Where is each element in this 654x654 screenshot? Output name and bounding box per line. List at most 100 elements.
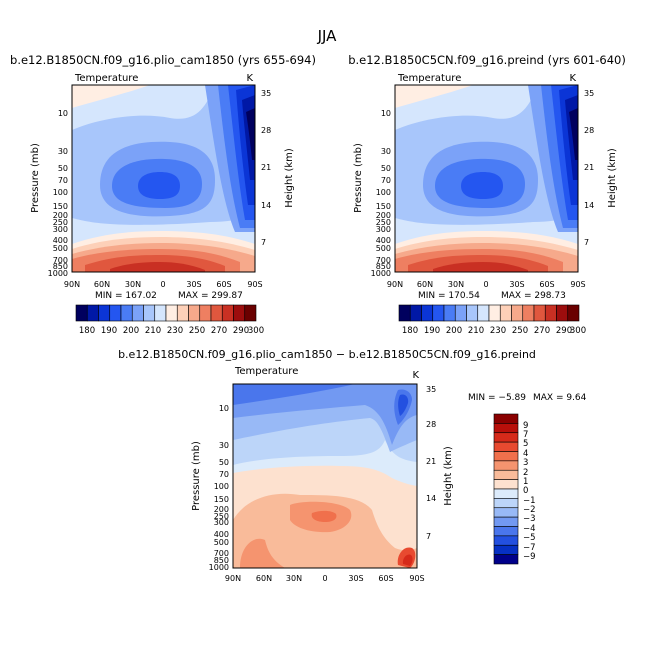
colorbar-cell <box>493 479 519 490</box>
cbar-label-230: 230 <box>490 326 506 336</box>
panel-plio-y2label: Height (km) <box>284 148 295 208</box>
x-tick-90N: 90N <box>64 280 80 289</box>
y-tick-850: 850 <box>53 262 68 271</box>
colorbar-cell <box>488 304 501 322</box>
x-tick-30S: 30S <box>509 280 524 289</box>
y-tick-100: 100 <box>376 188 391 197</box>
height-tick-21: 21 <box>426 457 436 466</box>
panel-plio-title: b.e12.B1850CN.f09_g16.plio_cam1850 (yrs … <box>10 53 316 67</box>
colorbar-cell <box>493 554 519 565</box>
height-tick-35: 35 <box>426 385 436 394</box>
figure-title: JJA <box>317 27 338 45</box>
colorbar-cell <box>477 304 490 322</box>
colorbar-labels: 180 190 200 210 230 250 270 290 300 <box>79 326 264 336</box>
colorbar-cell <box>493 413 519 424</box>
band-minus4 <box>233 384 417 445</box>
height-tick-35: 35 <box>584 89 594 98</box>
panel-preind-x-ticks: 90N 60N 30N 0 30S 60S 90S <box>387 280 586 289</box>
x-tick-60S: 60S <box>539 280 554 289</box>
x-tick-30N: 30N <box>448 280 464 289</box>
cbar-label-270: 270 <box>211 326 227 336</box>
panel-plio-y-ticks: 10 30 50 70 100 150 200 250 300 400 500 … <box>48 109 68 278</box>
colorbar-cell <box>454 304 467 322</box>
y-tick-700: 700 <box>53 256 68 265</box>
y-tick-500: 500 <box>376 244 391 253</box>
y-tick-500: 500 <box>53 244 68 253</box>
cbar-label-minus7: −7 <box>523 543 536 553</box>
panel-plio-max: MAX = 299.87 <box>178 291 243 301</box>
height-tick-14: 14 <box>261 201 271 210</box>
colorbar-cell <box>143 304 156 322</box>
x-tick-90N: 90N <box>387 280 403 289</box>
y-tick-1000: 1000 <box>48 269 68 278</box>
y-tick-70: 70 <box>219 470 229 479</box>
panel-diff-units: K <box>412 370 419 381</box>
y-tick-200: 200 <box>53 211 68 220</box>
panel-plio: b.e12.B1850CN.f09_g16.plio_cam1850 (yrs … <box>10 53 316 336</box>
height-tick-21: 21 <box>261 163 271 172</box>
colorbar-cell <box>421 304 434 322</box>
panel-preind-field <box>395 85 578 272</box>
panel-diff-y2label: Height (km) <box>443 446 454 506</box>
cbar-label-1: 1 <box>523 477 528 487</box>
x-tick-60S: 60S <box>216 280 231 289</box>
colorbar-cell <box>409 304 422 322</box>
band-cold-center <box>461 172 503 199</box>
y-tick-150: 150 <box>53 202 68 211</box>
y-tick-100: 100 <box>53 188 68 197</box>
colorbar-cell <box>493 544 519 555</box>
y-tick-300: 300 <box>376 225 391 234</box>
colorbar-cell <box>556 304 569 322</box>
cbar-label-200: 200 <box>123 326 139 336</box>
y-tick-700: 700 <box>214 549 229 558</box>
cbar-label-5: 5 <box>523 439 528 449</box>
band-north-warm <box>395 85 473 108</box>
panel-diff-frame <box>232 383 418 569</box>
panel-diff-subtitle: Temperature <box>234 366 298 377</box>
height-tick-7: 7 <box>426 532 431 541</box>
colorbar-labels: 180 190 200 210 230 250 270 290 300 <box>402 326 586 336</box>
cbar-label-200: 200 <box>446 326 462 336</box>
colorbar-cell <box>493 469 519 480</box>
band-plus2 <box>240 538 285 568</box>
colorbar-cell <box>567 304 580 322</box>
panel-diff-height-ticks: 35 28 21 14 7 <box>426 385 436 541</box>
band-south-6 <box>569 108 578 160</box>
colorbar-cell <box>511 304 524 322</box>
y-tick-10: 10 <box>381 109 391 118</box>
colorbar-cell <box>131 304 144 322</box>
height-tick-35: 35 <box>261 89 271 98</box>
x-tick-60N: 60N <box>417 280 433 289</box>
x-tick-0: 0 <box>322 574 327 583</box>
height-tick-28: 28 <box>261 126 271 135</box>
cbar-label-290: 290 <box>233 326 249 336</box>
colorbar-cell <box>432 304 445 322</box>
cbar-label-0: 0 <box>523 486 528 496</box>
band-plus5-south <box>402 554 413 566</box>
panel-diff: b.e12.B1850CN.f09_g16.plio_cam1850 − b.e… <box>118 348 587 583</box>
y-tick-30: 30 <box>58 147 68 156</box>
panel-preind-ylabel: Pressure (mb) <box>353 143 364 213</box>
y-tick-200: 200 <box>376 211 391 220</box>
colorbar-cell <box>493 432 519 443</box>
panel-plio-field <box>72 85 255 272</box>
colorbar-cell <box>493 535 519 546</box>
y-tick-150: 150 <box>376 202 391 211</box>
y-tick-250: 250 <box>376 218 391 227</box>
cbar-label-270: 270 <box>534 326 550 336</box>
y-tick-10: 10 <box>58 109 68 118</box>
colorbar-cell <box>109 304 122 322</box>
panel-plio-x-ticks: 90N 60N 30N 0 30S 60S 90S <box>64 280 263 289</box>
height-tick-14: 14 <box>584 201 594 210</box>
y-tick-400: 400 <box>214 530 229 539</box>
colorbar-cell <box>493 423 519 434</box>
y-tick-400: 400 <box>53 236 68 245</box>
panel-preind-colorbar: 180 190 200 210 230 250 270 290 300 <box>398 304 586 336</box>
cbar-label-290: 290 <box>556 326 572 336</box>
colorbar-cell <box>544 304 557 322</box>
colorbar-cell <box>221 304 234 322</box>
y-tick-30: 30 <box>381 147 391 156</box>
y-tick-150: 150 <box>214 495 229 504</box>
y-tick-850: 850 <box>214 556 229 565</box>
